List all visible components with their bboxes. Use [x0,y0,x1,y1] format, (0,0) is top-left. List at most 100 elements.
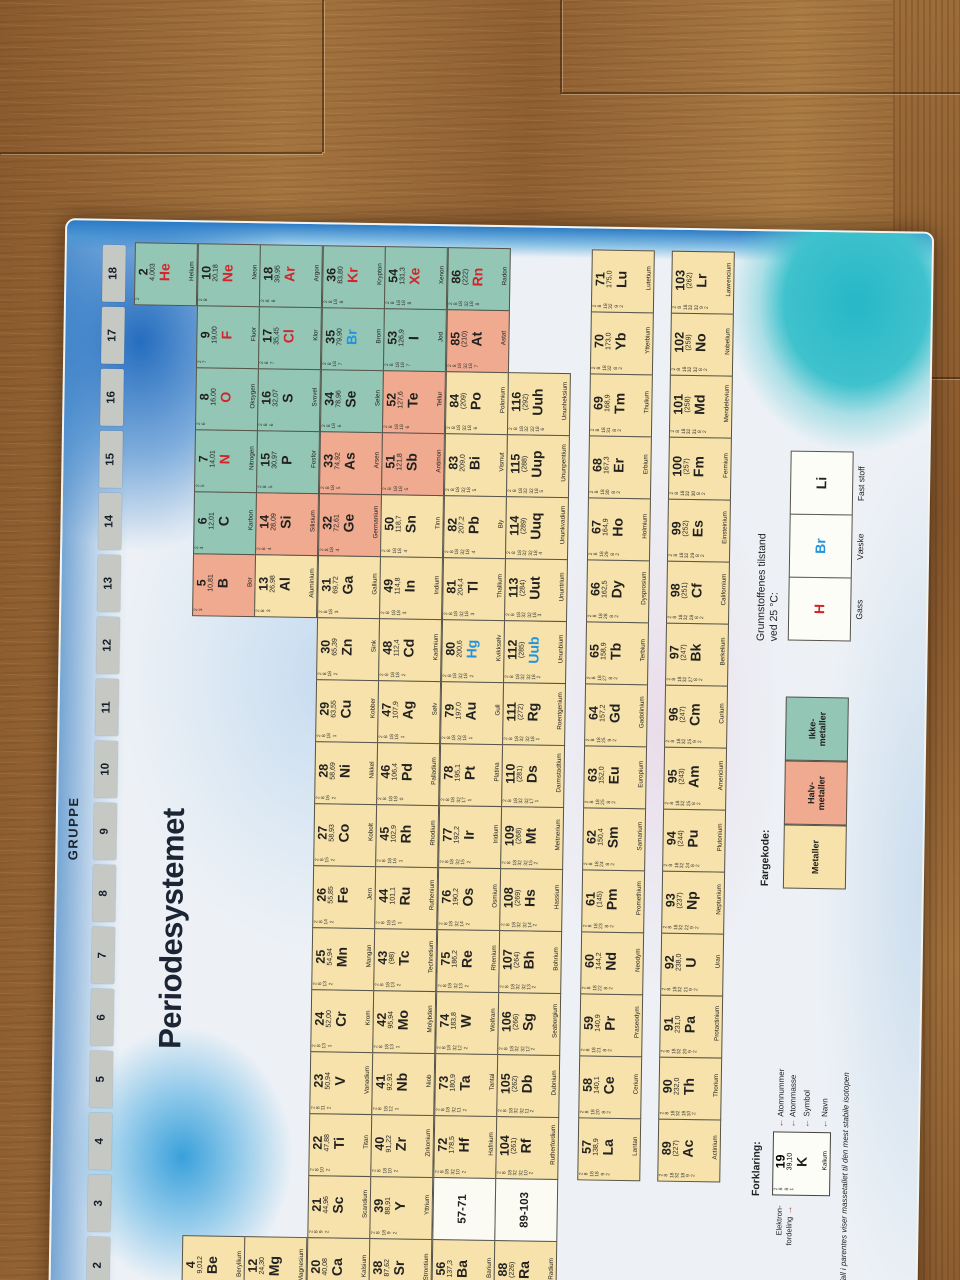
electron-shells: 2 8 18 5 [319,485,342,491]
electron-shells: 2 8 18 27 8 2 [586,675,620,682]
atomic-number: 22 [310,1135,325,1150]
electron-shells: 2 8 18 32 32 9 2 [671,304,711,311]
element-symbol: Pr [601,1015,618,1031]
electron-shells: 2 8 18 22 8 2 [581,985,615,991]
element-cell-Cl: 2 8 7 17 35,45 Cl Klor [257,306,322,371]
element-cell-Pu: 2 8 18 32 24 8 2 94 (244) Pu Plutonium [662,808,727,873]
atomic-number: 68 [590,457,605,473]
element-cell-Ag: 2 8 18 18 1 47 107,9 Ag Sølv [377,680,442,745]
element-symbol: Ba [453,1259,470,1279]
element-name: Nitrogen [247,446,256,471]
electron-shells: 2 8 18 25 9 2 [585,737,619,744]
electron-shells: 2 8 18 16 1 [376,857,404,864]
atomic-number: 15 [258,452,273,467]
electron-shells: 2 8 14 2 [312,919,336,925]
element-symbol: Ta [456,1075,473,1091]
element-cell-Ni: 2 8 16 2 28 58,69 Ni Nikkel [313,741,378,806]
element-cell-Cu: 2 8 18 1 29 63,55 Cu Kobber [314,679,379,744]
arrow-left-icon: ← [787,1118,798,1128]
atomic-number: 96 [666,707,681,722]
element-name: Promethium [635,881,643,916]
element-name: Ununbium [557,634,565,664]
element-name: Radon [500,266,509,286]
element-name: Radium [547,1258,556,1280]
forklaring-label-Navn: ← Navn [819,1098,830,1129]
atomic-number: 24 [312,1011,327,1026]
element-cell-Hf: 2 8 18 32 10 2 72 178,5 Hf Hafnium [432,1115,497,1180]
atomic-number: 54 [386,268,401,283]
element-name: Svovel [311,387,319,407]
element-name: Molybden [426,1005,434,1033]
element-symbol: Po [466,392,484,411]
element-cell-Rf: 2 8 18 32 32 10 2 104 (261) Rf Rutherfordium [495,1116,560,1181]
electron-shells: 2 8 18 32 17 1 [439,796,473,803]
electron-shells: 2 8 18 1 [315,733,338,739]
electron-shells: 2 8 18 32 18 10 2 [659,1110,698,1117]
element-name: Tinn [434,516,442,530]
element-symbol: Mn [333,946,350,968]
element-cell-Tl: 2 8 18 32 18 3 81 204,4 Tl Thallium [441,557,506,622]
electron-shells: 2 8 18 32 18 3 [442,611,476,617]
electron-shells: 2 8 18 2 [316,671,339,677]
element-symbol: S [279,393,296,403]
element-name: Fluor [249,326,258,342]
element-cell-In: 2 8 18 18 3 49 114,8 In Indium [379,556,444,621]
atomic-number: 20 [308,1259,323,1274]
atomic-number: 61 [583,891,598,907]
group-tab-11: 11 [95,678,120,737]
element-name: Dysprosium [640,571,648,605]
electron-distribution-label: Elektron- fordeling → [774,1205,794,1246]
atomic-number: 83 [445,455,461,470]
atomic-number: 13 [256,576,271,591]
element-name: Thorium [712,1073,720,1098]
element-name: Curium [718,703,726,724]
element-symbol: Tc [395,950,412,966]
element-symbol: Se [341,390,359,408]
electron-shells: 2 8 18 32 28 8 2 [667,614,706,621]
element-symbol: Mt [522,827,539,845]
atomic-number: 113 [506,577,521,598]
element-name: Sink [370,639,378,653]
atomic-number: 66 [588,581,603,597]
atomic-number: 107 [500,949,515,971]
element-cell-Cd: 2 8 18 18 2 48 112,4 Cd Kadmium [378,618,443,683]
atomic-number: 74 [437,1013,452,1028]
atomic-number: 108 [501,887,516,909]
group-tab-7: 7 [91,926,116,985]
element-symbol: Cr [332,1011,349,1027]
element-cell-Bk: 2 8 18 32 27 8 2 97 (247) Bk Berkelium [665,622,729,687]
element-symbol: Rg [524,702,541,722]
electron-shells: 2 8 18 8 [322,299,345,305]
placeholder-89-103: 89-103 [494,1178,559,1242]
element-name: Actinium [711,1135,719,1160]
element-cell-Pa: 2 8 18 32 20 9 2 91 231,0 Pa Protactinium [659,994,724,1059]
atomic-number: 64 [586,705,601,721]
electron-shells: 2 8 18 32 24 8 2 [663,862,702,869]
element-name: Roentgenium [556,692,564,730]
element-name: Wolfram [489,1008,497,1032]
electron-shells: 2 8 10 2 [308,1166,332,1173]
atomic-number: 94 [664,831,679,846]
electron-shells: 2 8 18 32 32 18 2 [504,673,543,680]
element-symbol: Bk [687,643,704,662]
element-name: Zirkonium [424,1129,433,1157]
atomic-number: 47 [379,702,394,717]
element-cell-Rh: 2 8 18 16 1 45 102,9 Rh Rhodium [375,804,440,869]
state-symbol: Br [812,538,829,554]
element-name: Silisium [309,510,317,532]
state-symbol: H [811,603,828,615]
electron-shells: 2 8 18 18 1 [378,734,406,740]
element-symbol: I [405,336,422,341]
element-cell-Ho: 2 8 18 29 8 2 67 164,9 Ho Holmium [586,497,651,562]
element-cell-Se: 2 8 18 6 34 78,96 Se Selen [319,369,384,434]
element-name: Sølv [431,702,439,716]
element-symbol: Cf [688,583,705,599]
element-name: Magnesium [297,1248,306,1280]
element-name: Polonium [498,386,507,414]
